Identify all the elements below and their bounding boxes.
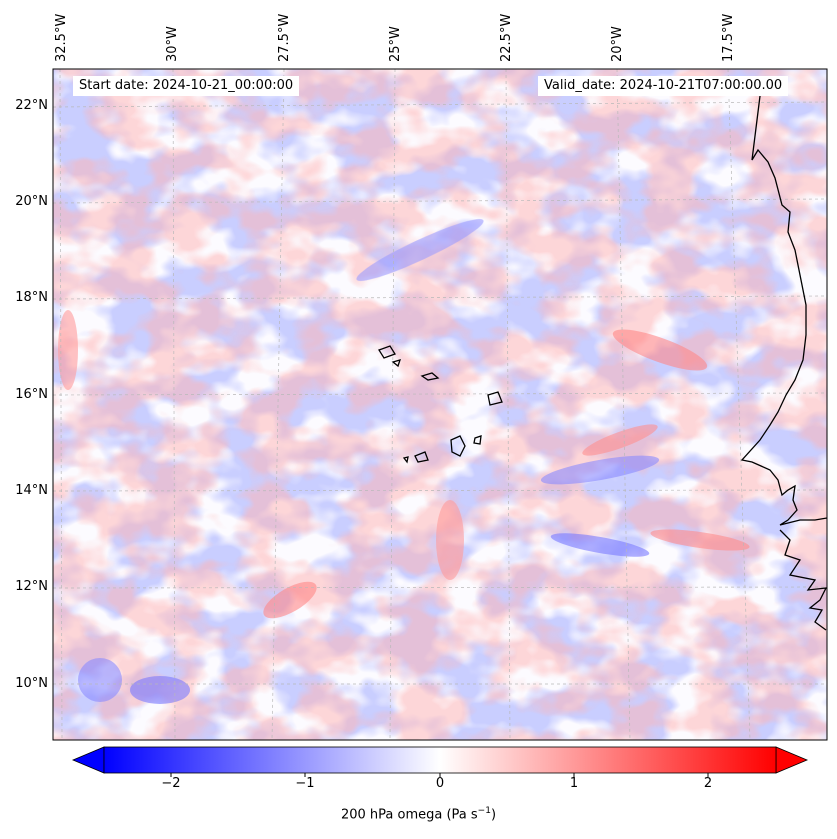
colorbar-label: 200 hPa omega (Pa s−1) (0, 806, 837, 822)
lat-label: 12°N (15, 579, 48, 594)
colorbar-tick: 1 (569, 776, 579, 791)
colorbar-tick: 2 (703, 776, 713, 791)
colorbar-label-main: 200 hPa omega (Pa s (340, 807, 478, 823)
lat-label: 16°N (15, 387, 48, 402)
lat-label: 18°N (15, 290, 48, 305)
lon-label: 30°W (165, 26, 180, 62)
lat-label: 22°N (15, 98, 48, 113)
colorbar-label-exp: −1 (477, 806, 491, 816)
colorbar-tick: 0 (435, 776, 445, 791)
start-date-label: Start date: 2024-10-21_00:00:00 (73, 76, 300, 96)
coastline (378, 81, 827, 631)
lon-label: 25°W (388, 26, 403, 62)
lon-label: 27.5°W (277, 13, 292, 62)
lon-label: 32.5°W (54, 13, 69, 62)
lon-label: 22.5°W (499, 13, 514, 62)
valid-date-label: Valid_date: 2024-10-21T07:00:00.00 (538, 76, 789, 96)
colorbar-ticks: −2 −1 0 1 2 (0, 776, 837, 796)
lat-label: 10°N (15, 676, 48, 691)
colorbar-label-close: ) (490, 807, 497, 823)
lat-label: 20°N (15, 194, 48, 209)
lon-label: 17.5°W (721, 13, 736, 62)
colorbar-tick: −1 (295, 776, 315, 791)
omega-field (53, 69, 827, 740)
colorbar-tick: −2 (161, 776, 181, 791)
colorbar (71, 746, 809, 777)
lat-label: 14°N (15, 483, 48, 498)
lon-label: 20°W (610, 26, 625, 62)
